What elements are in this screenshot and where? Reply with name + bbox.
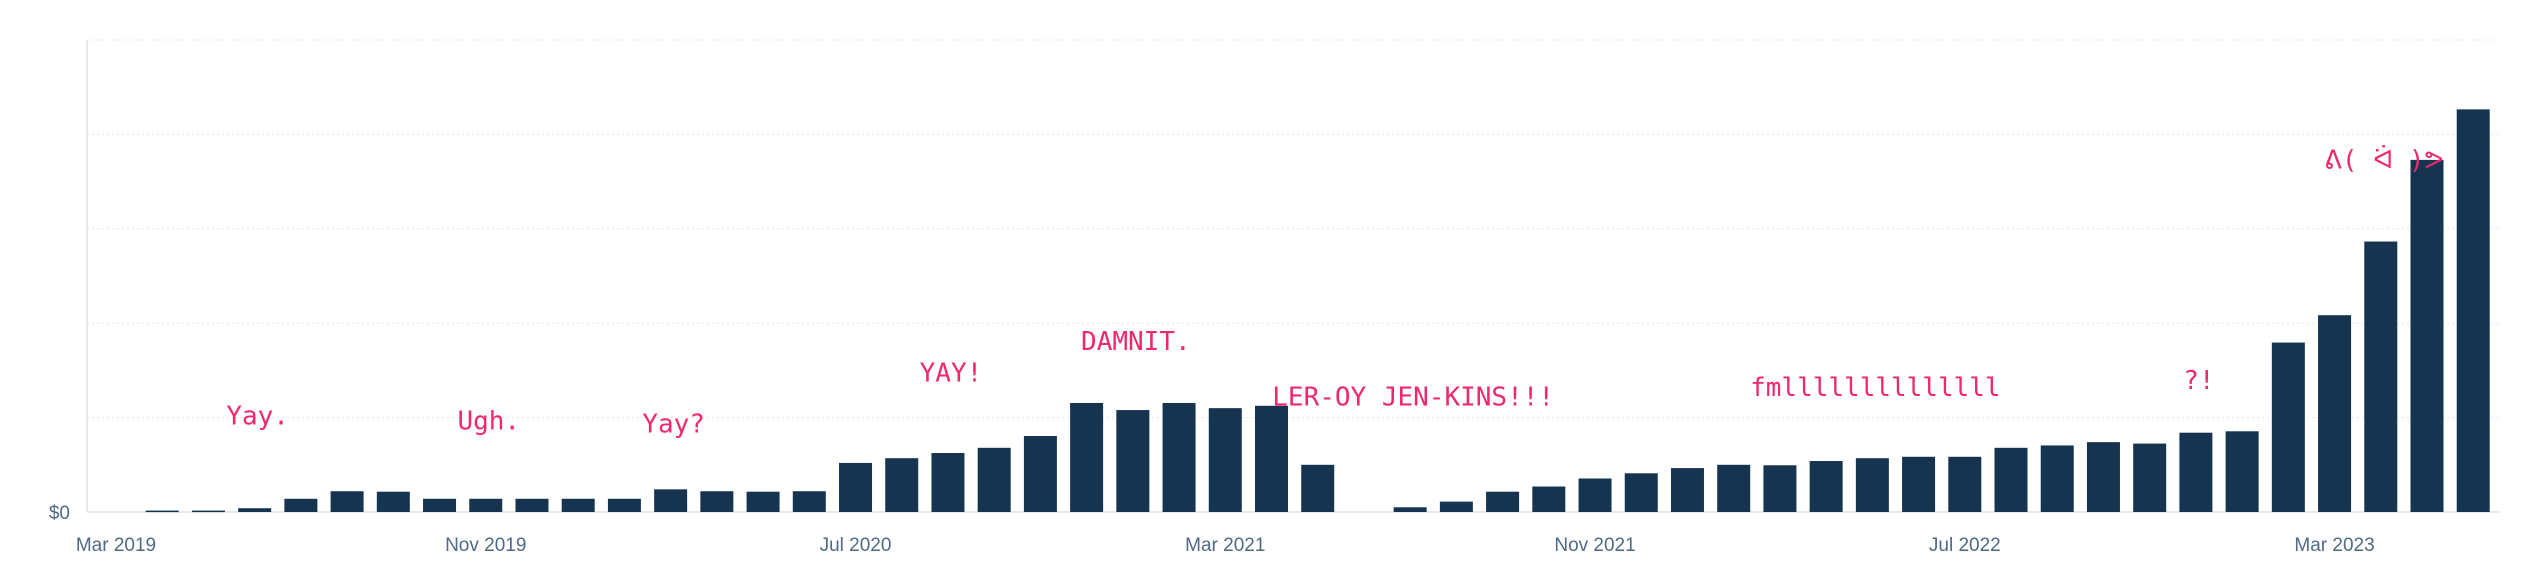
bar	[1023, 436, 1057, 512]
bar	[330, 491, 364, 512]
bar	[2040, 445, 2074, 512]
annotation-label: Yay?	[642, 410, 705, 440]
bar	[1578, 478, 1612, 512]
x-tick-label: Jul 2022	[1929, 535, 2001, 556]
bar	[1116, 410, 1150, 512]
bar	[839, 462, 873, 512]
bar	[977, 447, 1011, 512]
annotation-label: Yay.	[226, 402, 289, 432]
bar	[1948, 456, 1982, 512]
bar	[2225, 431, 2259, 512]
annotation-label: fmllllllllllllll	[1750, 373, 2000, 403]
bar	[1717, 464, 1751, 512]
bar	[885, 458, 919, 512]
bar	[1624, 473, 1658, 512]
bar	[2318, 315, 2352, 512]
bar	[1301, 464, 1335, 512]
bar	[1670, 468, 1704, 512]
annotation-label: ᕕ( ᐛ )ᕗ	[2324, 144, 2443, 175]
y-tick-label: $0	[49, 503, 70, 524]
bar	[423, 498, 457, 512]
bar	[746, 491, 780, 512]
bar	[1393, 507, 1427, 512]
bar	[2364, 241, 2398, 513]
bar	[515, 498, 549, 512]
bar	[1255, 405, 1288, 512]
x-tick-label: Jul 2020	[820, 535, 892, 556]
bar	[1763, 465, 1797, 512]
annotation-label: Ugh.	[457, 406, 520, 436]
annotation-label: YAY!	[920, 359, 983, 389]
bar	[561, 498, 595, 512]
bar	[607, 498, 641, 512]
x-tick-label: Nov 2019	[445, 535, 526, 556]
bar	[2456, 109, 2490, 512]
bar	[1162, 402, 1196, 512]
x-tick-label: Mar 2023	[2294, 535, 2374, 556]
bar	[1809, 461, 1843, 512]
bar	[191, 510, 225, 513]
bar	[2271, 342, 2305, 512]
bar	[1994, 447, 2028, 512]
bar	[654, 489, 688, 512]
annotation-label: DAMNIT.	[1081, 327, 1191, 357]
bar	[1070, 402, 1104, 512]
bar	[2086, 442, 2120, 512]
bar	[700, 491, 734, 512]
bar	[1208, 408, 1242, 512]
bar	[1902, 456, 1936, 512]
bar	[1855, 458, 1889, 512]
bar	[469, 498, 503, 512]
bar	[2179, 432, 2213, 512]
bar	[2133, 443, 2167, 512]
bar	[2410, 159, 2444, 512]
bar	[1439, 501, 1473, 512]
bar	[1532, 486, 1566, 512]
bar	[1486, 491, 1520, 512]
x-tick-label: Mar 2021	[1185, 535, 1265, 556]
annotation-label: LER-OY JEN-KINS!!!	[1272, 382, 1554, 412]
bar	[145, 510, 179, 513]
x-tick-label: Nov 2021	[1554, 535, 1635, 556]
bar	[792, 491, 826, 512]
annotation-label: ?!	[2183, 366, 2214, 396]
bar	[284, 498, 318, 512]
bar	[376, 491, 410, 512]
x-tick-label: Mar 2019	[76, 535, 156, 556]
bar	[238, 508, 272, 512]
bar	[931, 453, 965, 512]
